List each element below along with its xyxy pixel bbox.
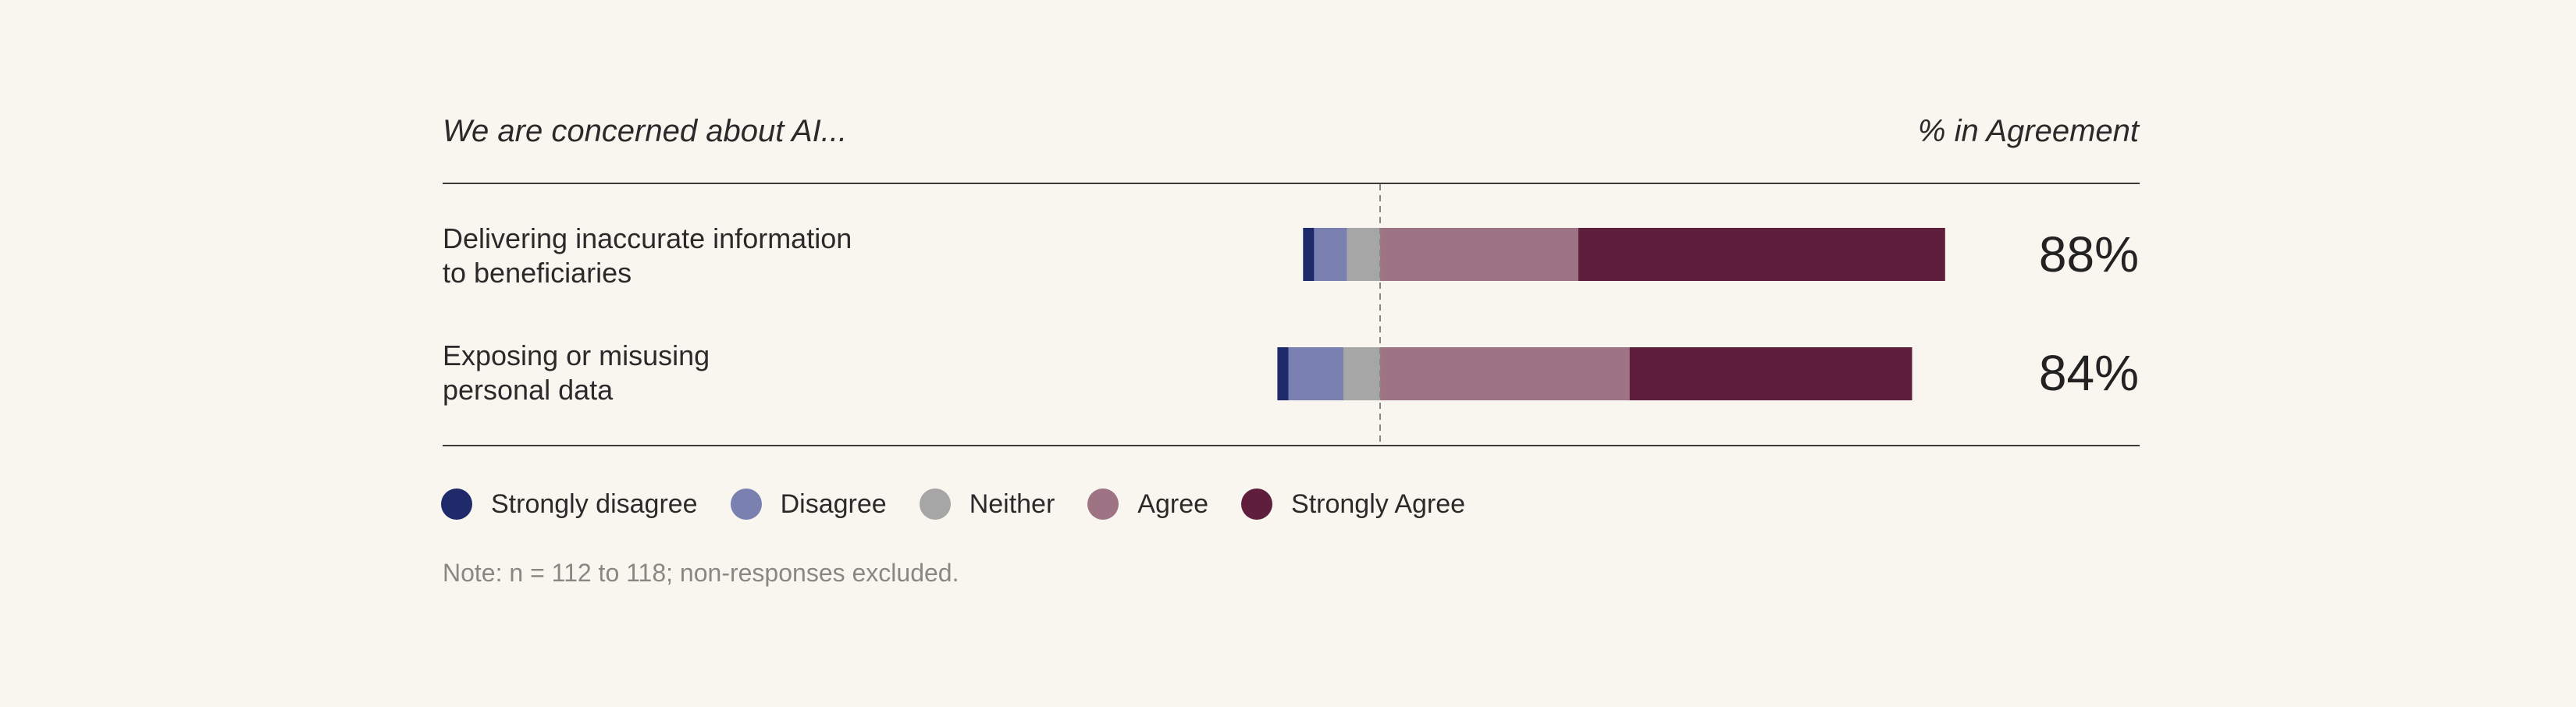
agreement-value-1: 88% (2038, 226, 2139, 282)
bar-row1-strongly-disagree (1303, 228, 1315, 281)
legend: Strongly disagree Disagree Neither Agree… (441, 489, 1498, 520)
row-label-2-line-1: Exposing or misusing (443, 339, 710, 371)
top-rule (443, 183, 2140, 184)
row-label-2-line-2: personal data (443, 374, 614, 406)
row-label-1-line-2: to beneficiaries (443, 257, 632, 289)
legend-swatch-strongly-disagree (441, 489, 472, 520)
bar-row2-strongly-agree (1629, 347, 1912, 400)
bar-row2-disagree (1288, 347, 1343, 400)
legend-item-agree: Agree (1087, 489, 1208, 520)
footnote: Note: n = 112 to 118; non-responses excl… (443, 559, 959, 587)
agreement-column-header: % in Agreement (1917, 114, 2139, 148)
row-label-2: Exposing or misusing personal data (443, 339, 989, 407)
agreement-value-2: 84% (2038, 345, 2139, 401)
bottom-rule (443, 445, 2140, 446)
legend-swatch-neither (919, 489, 951, 520)
bar-row1-neither (1347, 228, 1380, 281)
bar-row2-agree (1380, 347, 1630, 400)
bar-row1-strongly-agree (1578, 228, 1945, 281)
bar-row1-disagree (1314, 228, 1347, 281)
legend-item-strongly-agree: Strongly Agree (1241, 489, 1465, 520)
bar-row1-agree (1380, 228, 1578, 281)
legend-swatch-agree (1087, 489, 1119, 520)
row-label-1: Delivering inaccurate information to ben… (443, 222, 989, 290)
legend-swatch-strongly-agree (1241, 489, 1273, 520)
chart-title: We are concerned about AI... (443, 114, 848, 148)
legend-label-disagree: Disagree (780, 489, 887, 519)
legend-item-disagree: Disagree (730, 489, 887, 520)
legend-item-neither: Neither (919, 489, 1055, 520)
bar-row2-neither (1343, 347, 1380, 400)
legend-item-strongly-disagree: Strongly disagree (441, 489, 698, 520)
legend-swatch-disagree (730, 489, 762, 520)
row-label-1-line-1: Delivering inaccurate information (443, 222, 852, 254)
bar-row2-strongly-disagree (1277, 347, 1289, 400)
legend-label-neither: Neither (969, 489, 1055, 519)
legend-label-strongly-agree: Strongly Agree (1291, 489, 1466, 519)
legend-label-agree: Agree (1137, 489, 1209, 519)
legend-label-strongly-disagree: Strongly disagree (491, 489, 698, 519)
